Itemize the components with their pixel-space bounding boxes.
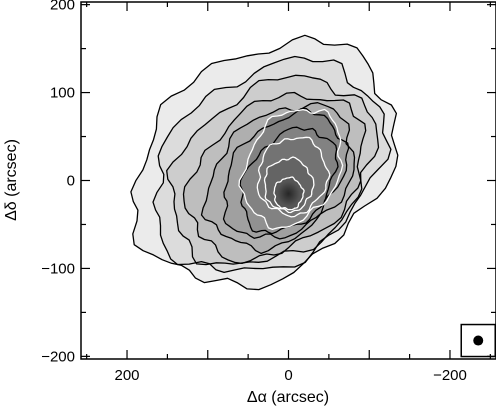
x-tick-labels: 200 0 −200 [115,367,467,384]
black-contour-1 [130,34,399,291]
black-contour-6 [222,107,350,240]
x-axis-title: Δα (arcsec) [247,389,329,406]
contour-lines [130,34,399,291]
white-contour-10 [263,156,315,214]
black-contour-3 [166,74,380,266]
y-axis-title: Δδ (arcsec) [3,139,20,221]
black-contour-2 [152,55,392,274]
beam-ellipse [473,335,484,346]
x-tick-label: 200 [115,367,140,384]
y-tick-label: −200 [41,348,75,365]
intensity-peak [277,181,300,206]
y-tick-label: 0 [67,173,75,190]
y-tick-label: −100 [41,260,75,277]
y-tick-labels: 200 100 0 −100 −200 [41,0,75,365]
black-contour-4 [182,91,367,265]
white-contour-9 [256,136,331,218]
tick-marks [81,2,496,359]
x-tick-label: 0 [284,367,292,384]
beam-box [460,323,496,358]
white-contour-8 [238,108,344,231]
x-tick-label: −200 [433,367,467,384]
black-contour-5 [200,102,356,255]
y-tick-label: 200 [50,0,75,14]
y-tick-label: 100 [50,85,75,102]
white-contour-11 [273,176,305,211]
